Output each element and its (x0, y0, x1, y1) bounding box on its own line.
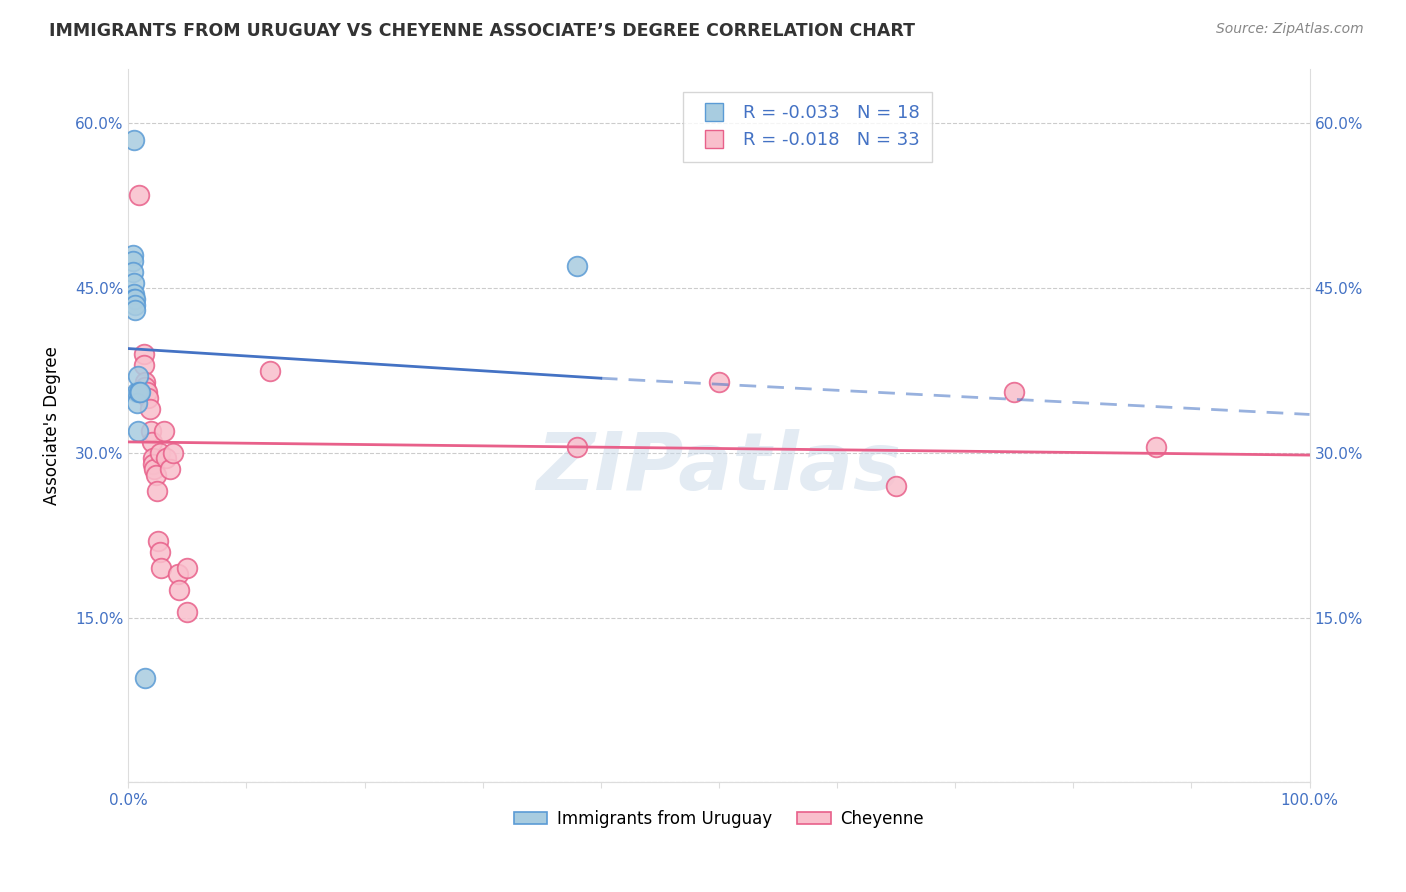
Point (132, 358, 155, 372)
Point (134, 671, 156, 685)
Point (567, 441, 589, 455)
Point (124, 276, 146, 290)
Point (122, 248, 145, 262)
Point (167, 566, 190, 581)
Point (155, 451, 177, 466)
Point (159, 462, 181, 476)
Point (145, 467, 167, 482)
Point (127, 424, 149, 438)
Point (259, 363, 281, 377)
Legend: Immigrants from Uruguay, Cheyenne: Immigrants from Uruguay, Cheyenne (508, 804, 931, 835)
Point (124, 286, 146, 301)
Point (124, 303, 146, 318)
Text: ZIPatlas: ZIPatlas (537, 429, 901, 508)
Point (136, 385, 159, 400)
Point (167, 583, 190, 598)
Point (124, 133, 146, 147)
Point (124, 298, 146, 312)
Point (153, 424, 176, 438)
Point (122, 265, 145, 279)
Point (707, 375, 730, 389)
Point (1144, 441, 1167, 455)
Point (567, 259, 589, 273)
Point (125, 385, 148, 400)
Point (128, 385, 150, 400)
Point (125, 396, 148, 410)
Point (162, 446, 184, 460)
Point (138, 391, 160, 405)
Point (122, 253, 145, 268)
Point (128, 187, 150, 202)
Point (141, 434, 163, 449)
Point (132, 347, 155, 361)
Text: Source: ZipAtlas.com: Source: ZipAtlas.com (1216, 22, 1364, 37)
Point (134, 375, 156, 389)
Text: IMMIGRANTS FROM URUGUAY VS CHEYENNE ASSOCIATE’S DEGREE CORRELATION CHART: IMMIGRANTS FROM URUGUAY VS CHEYENNE ASSO… (49, 22, 915, 40)
Point (142, 457, 165, 471)
Point (176, 605, 198, 619)
Point (146, 533, 169, 548)
Point (142, 451, 165, 466)
Point (145, 484, 167, 499)
Point (127, 369, 149, 384)
Point (124, 292, 146, 306)
Point (176, 561, 198, 575)
Point (134, 380, 156, 394)
Point (150, 561, 173, 575)
Point (138, 401, 160, 416)
Point (139, 424, 162, 438)
Point (149, 545, 172, 559)
Point (129, 385, 152, 400)
Point (1002, 385, 1025, 400)
Y-axis label: Associate's Degree: Associate's Degree (44, 346, 60, 505)
Point (149, 446, 172, 460)
Point (143, 462, 166, 476)
Point (884, 479, 907, 493)
Point (124, 292, 146, 306)
